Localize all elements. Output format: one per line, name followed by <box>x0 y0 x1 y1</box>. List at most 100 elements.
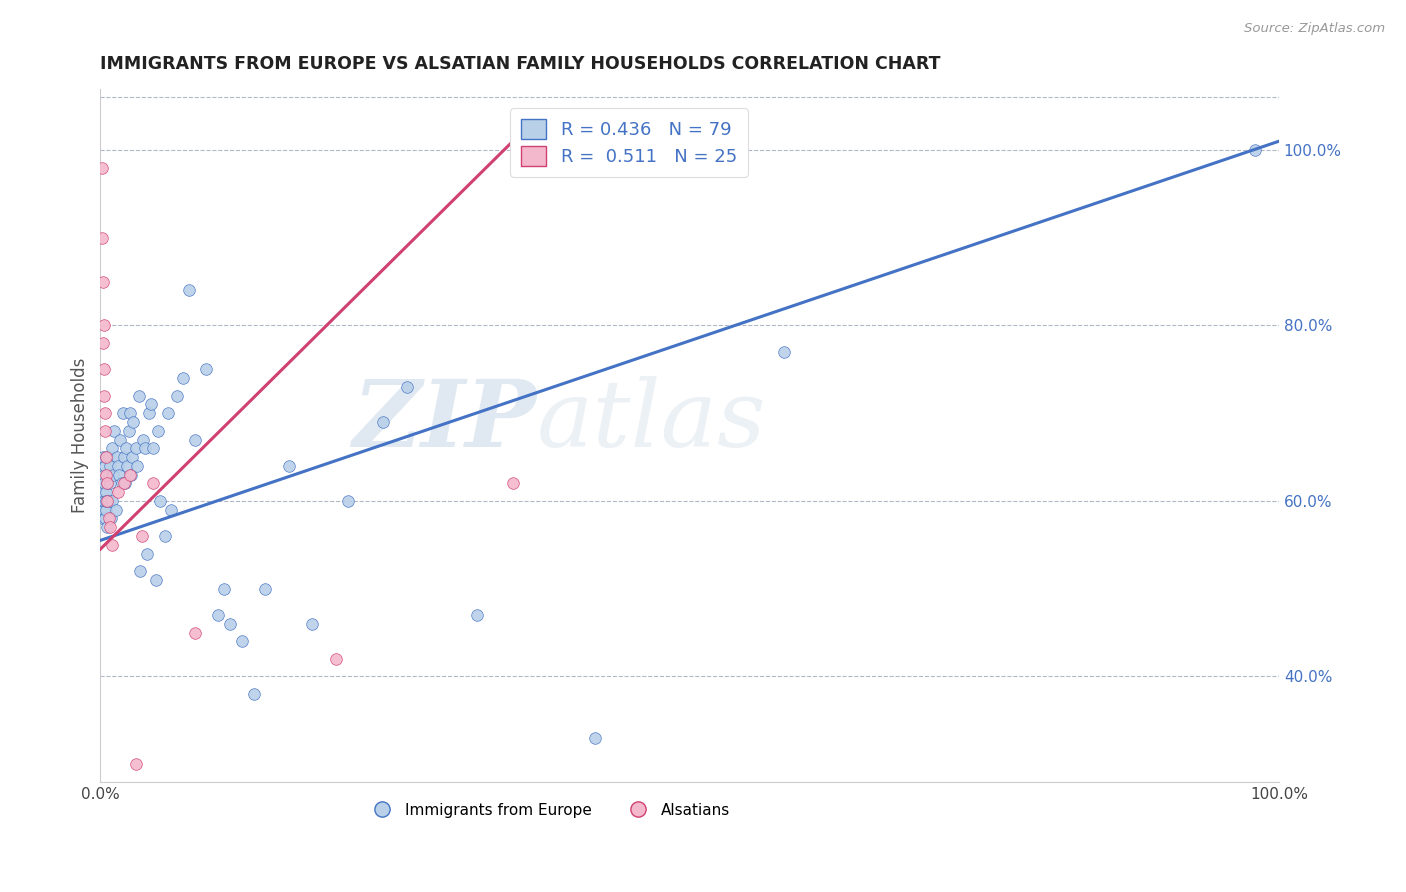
Point <box>98 520 121 534</box>
Point <box>242 687 264 701</box>
Point <box>93 318 115 333</box>
Point <box>153 529 176 543</box>
Point <box>1244 143 1267 157</box>
Point <box>142 442 165 456</box>
Point <box>96 450 118 464</box>
Point <box>91 336 114 351</box>
Point <box>104 502 127 516</box>
Point <box>177 284 200 298</box>
Point <box>325 652 347 666</box>
Point <box>103 467 125 482</box>
Point <box>94 450 117 464</box>
Point <box>131 529 153 543</box>
Point <box>91 485 114 500</box>
Point <box>125 458 148 473</box>
Point <box>97 450 120 464</box>
Point <box>219 616 242 631</box>
Point <box>96 467 118 482</box>
Point <box>107 485 129 500</box>
Point <box>90 161 112 175</box>
Point <box>142 476 165 491</box>
Point <box>146 424 169 438</box>
Point <box>107 458 129 473</box>
Point <box>277 458 299 473</box>
Text: IMMIGRANTS FROM EUROPE VS ALSATIAN FAMILY HOUSEHOLDS CORRELATION CHART: IMMIGRANTS FROM EUROPE VS ALSATIAN FAMIL… <box>100 55 941 73</box>
Point <box>207 607 229 622</box>
Point <box>183 625 205 640</box>
Point <box>583 731 606 745</box>
Point <box>94 511 117 525</box>
Point <box>101 538 124 552</box>
Point <box>93 476 115 491</box>
Point <box>93 467 115 482</box>
Point <box>336 494 359 508</box>
Point <box>502 476 524 491</box>
Point <box>114 476 136 491</box>
Point <box>94 485 117 500</box>
Point <box>117 458 139 473</box>
Point <box>118 467 141 482</box>
Point <box>183 433 205 447</box>
Point <box>160 502 183 516</box>
Point <box>112 476 135 491</box>
Point <box>101 442 124 456</box>
Point <box>395 380 418 394</box>
Point <box>212 582 235 596</box>
Point <box>90 476 112 491</box>
Point <box>94 502 117 516</box>
Point <box>166 389 188 403</box>
Point <box>93 362 115 376</box>
Point <box>93 494 115 508</box>
Point <box>118 406 141 420</box>
Text: atlas: atlas <box>537 376 766 467</box>
Point <box>96 476 118 491</box>
Legend: Immigrants from Europe, Alsatians: Immigrants from Europe, Alsatians <box>360 797 735 824</box>
Point <box>172 371 194 385</box>
Point <box>115 442 138 456</box>
Point <box>136 547 159 561</box>
Point <box>91 494 114 508</box>
Point <box>105 450 128 464</box>
Point <box>138 406 160 420</box>
Point <box>100 511 122 525</box>
Point <box>156 406 179 420</box>
Point <box>111 406 134 420</box>
Point <box>301 616 323 631</box>
Point <box>149 494 172 508</box>
Point <box>94 458 117 473</box>
Point <box>93 389 115 403</box>
Point <box>110 476 132 491</box>
Point <box>98 494 121 508</box>
Point <box>773 344 796 359</box>
Point <box>254 582 277 596</box>
Point <box>122 415 145 429</box>
Point <box>91 450 114 464</box>
Point <box>97 511 120 525</box>
Point <box>110 433 132 447</box>
Point <box>98 458 121 473</box>
Point <box>101 494 124 508</box>
Point <box>129 564 152 578</box>
Point <box>91 511 114 525</box>
Point <box>96 494 118 508</box>
Point <box>132 433 155 447</box>
Text: ZIP: ZIP <box>352 376 537 467</box>
Point <box>91 231 114 245</box>
Point <box>467 607 489 622</box>
Point <box>121 450 143 464</box>
Point <box>96 467 118 482</box>
Point <box>231 634 253 648</box>
Point <box>94 424 117 438</box>
Y-axis label: Family Households: Family Households <box>72 358 89 513</box>
Point <box>373 415 395 429</box>
Text: Source: ZipAtlas.com: Source: ZipAtlas.com <box>1244 22 1385 36</box>
Point <box>145 573 167 587</box>
Point <box>108 467 131 482</box>
Point <box>93 502 115 516</box>
Point <box>103 424 125 438</box>
Point <box>96 520 118 534</box>
Point <box>128 389 150 403</box>
Point <box>112 450 135 464</box>
Point <box>125 442 148 456</box>
Point <box>96 494 118 508</box>
